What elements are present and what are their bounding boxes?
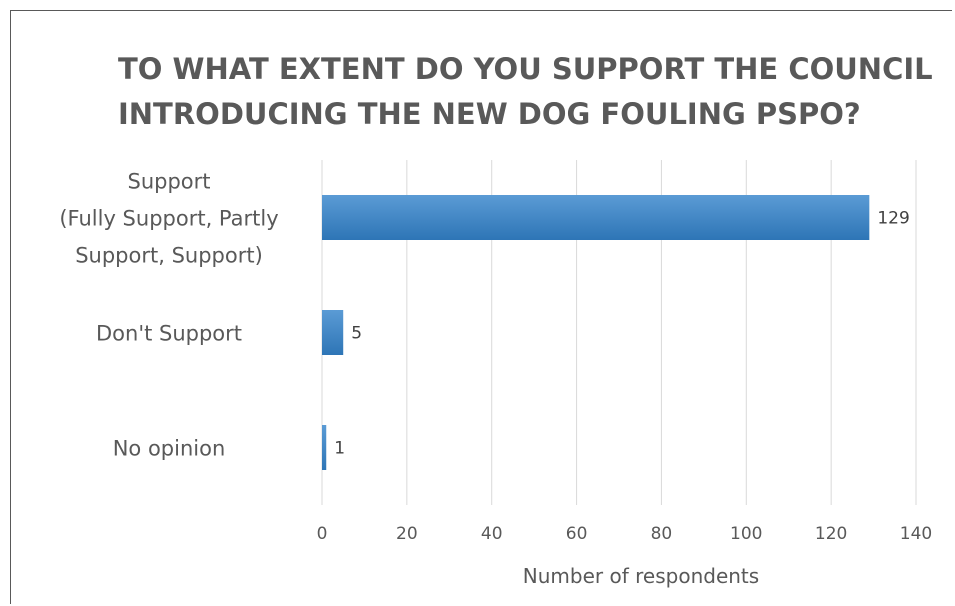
bar-1 (322, 310, 344, 355)
category-labels: Support (Fully Support, Partly Support, Su… (59, 170, 278, 461)
category-label-1: Don't Support (96, 322, 242, 346)
category-label-2-line-0: No opinion (113, 437, 226, 461)
category-label-0-line-0: Support (127, 170, 210, 194)
x-axis-title: Number of respondents (523, 564, 759, 588)
bar-2 (322, 425, 327, 470)
data-label-2: 1 (334, 439, 345, 459)
chart-title-line-2: INTRODUCING THE NEW DOG FOULING PSPO? (118, 97, 861, 131)
x-tick-label-120: 120 (815, 524, 847, 544)
chart-frame (10, 10, 952, 604)
data-label-0: 129 (877, 209, 909, 229)
chart-title-line-1: TO WHAT EXTENT DO YOU SUPPORT THE COUNCI… (118, 52, 933, 86)
category-label-0: Support (Fully Support, Partly Support, Su… (59, 170, 278, 268)
chart-title: TO WHAT EXTENT DO YOU SUPPORT THE COUNCI… (118, 52, 933, 131)
data-labels: 129 5 1 (334, 209, 910, 459)
x-tick-label-20: 20 (396, 524, 418, 544)
category-label-0-line-1: (Fully Support, Partly (59, 207, 278, 231)
category-label-0-line-2: Support, Support) (75, 244, 263, 268)
x-tick-label-40: 40 (481, 524, 503, 544)
x-tick-labels: 0 20 40 60 80 100 120 140 (317, 524, 933, 544)
x-tick-label-140: 140 (900, 524, 932, 544)
x-tick-label-80: 80 (651, 524, 673, 544)
x-tick-label-0: 0 (317, 524, 328, 544)
bar-0 (322, 195, 870, 240)
x-tick-label-60: 60 (566, 524, 588, 544)
category-label-2: No opinion (113, 437, 226, 461)
category-label-1-line-0: Don't Support (96, 322, 242, 346)
bars (322, 195, 870, 470)
data-label-1: 5 (351, 324, 362, 344)
x-tick-label-100: 100 (730, 524, 762, 544)
